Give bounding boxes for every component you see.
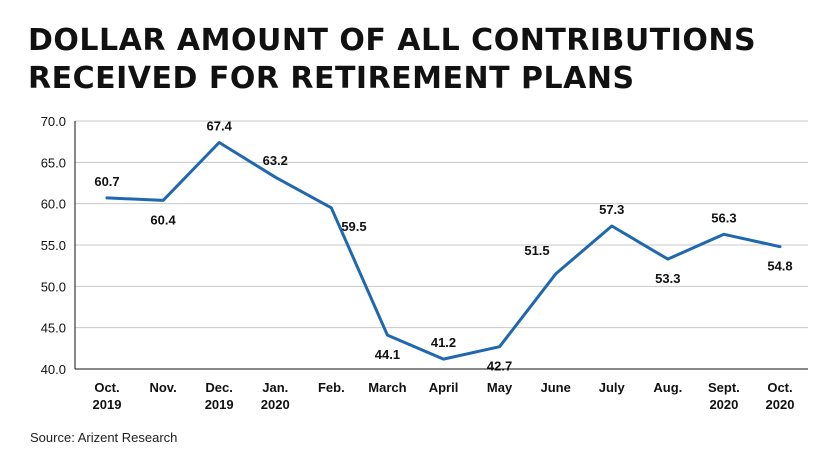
x-tick-label: Oct. [767,380,792,395]
data-label: 57.3 [599,202,624,217]
y-tick-label: 60.0 [41,197,66,212]
x-tick-label: Dec. [205,380,232,395]
y-tick-label: 50.0 [41,279,66,294]
data-label: 44.1 [375,347,400,362]
x-tick-label: June [540,380,570,395]
data-label: 60.4 [150,212,176,227]
y-tick-label: 45.0 [41,321,66,336]
x-tick-label: Aug. [653,380,682,395]
data-label: 63.2 [263,153,288,168]
x-tick-label: 2020 [261,397,290,412]
data-label: 54.8 [767,259,792,274]
data-label: 53.3 [655,271,680,286]
data-label: 42.7 [487,359,512,374]
data-label: 60.7 [94,174,119,189]
data-label: 41.2 [431,335,456,350]
x-tick-label: Oct. [94,380,119,395]
y-tick-label: 70.0 [41,114,66,129]
chart-title-line-1: DOLLAR AMOUNT OF ALL CONTRIBUTIONS [28,23,757,58]
data-label: 56.3 [711,210,736,225]
data-label: 59.5 [341,219,366,234]
y-tick-label: 65.0 [41,155,66,170]
x-tick-label: April [429,380,459,395]
chart-title-line-2: RECEIVED FOR RETIREMENT PLANS [28,61,635,96]
x-tick-label: 2020 [766,397,795,412]
source-note: Source: Arizent Research [30,430,178,445]
x-tick-label: 2019 [205,397,234,412]
x-tick-label: 2019 [93,397,122,412]
data-label: 67.4 [207,118,233,133]
x-tick-label: May [487,380,513,395]
series-line [105,141,782,361]
x-tick-label: Jan. [262,380,288,395]
x-tick-label: July [599,380,626,395]
x-tick-label: 2020 [709,397,738,412]
data-label: 51.5 [524,243,549,258]
x-tick-label: Nov. [149,380,176,395]
x-tick-label: Feb. [318,380,345,395]
y-tick-label: 40.0 [41,362,66,377]
line-chart: 40.0 45.0 50.0 55.0 60.0 65.0 70.0 Oct. 2019 Nov.… [41,114,808,412]
x-tick-label: March [368,380,406,395]
x-tick-label: Sept. [708,380,740,395]
chart-title: DOLLAR AMOUNT OF ALL CONTRIBUTIONS RECEI… [28,22,818,98]
y-tick-label: 55.0 [41,238,66,253]
